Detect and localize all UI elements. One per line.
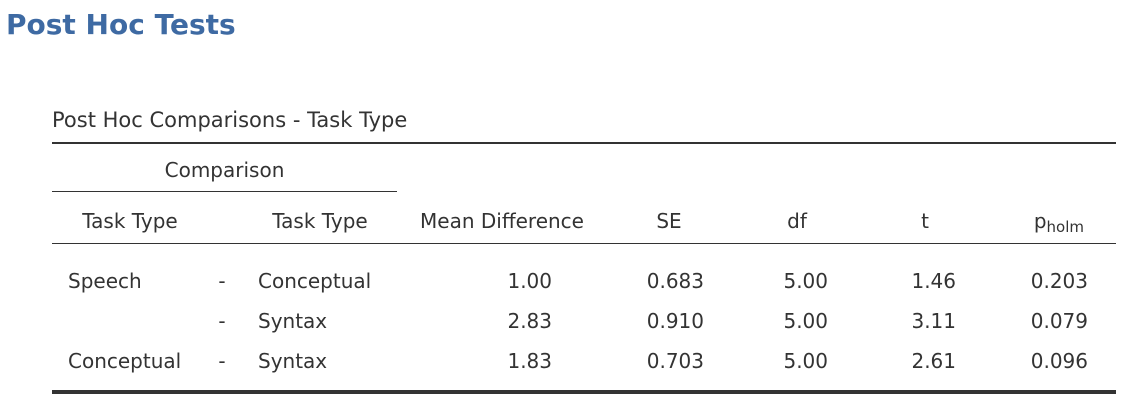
column-header: Task Type xyxy=(82,209,178,233)
cell: Syntax xyxy=(258,349,328,373)
rule xyxy=(52,191,397,192)
cell: 5.00 xyxy=(783,349,828,373)
header-sub: holm xyxy=(1046,218,1084,236)
rule xyxy=(52,243,1116,244)
cell: 2.83 xyxy=(507,309,552,333)
cell: 5.00 xyxy=(783,269,828,293)
cell: 1.46 xyxy=(911,269,956,293)
cell: 0.910 xyxy=(646,309,704,333)
column-header: t xyxy=(921,209,929,233)
page-title: Post Hoc Tests xyxy=(6,8,236,41)
cell: 1.00 xyxy=(507,269,552,293)
rule xyxy=(52,142,1116,144)
cell: - xyxy=(218,349,226,373)
cell: 0.703 xyxy=(646,349,704,373)
column-header: Mean Difference xyxy=(420,209,584,233)
column-header: pholm xyxy=(1000,209,1084,239)
cell: - xyxy=(218,269,226,293)
cell: 5.00 xyxy=(783,309,828,333)
cell: Syntax xyxy=(258,309,328,333)
cell: 0.203 xyxy=(1030,269,1088,293)
cell: Speech xyxy=(68,269,142,293)
rule xyxy=(52,390,1116,394)
cell: 0.683 xyxy=(646,269,704,293)
column-header: df xyxy=(787,209,807,233)
group-header: Comparison xyxy=(164,158,285,182)
cell: 3.11 xyxy=(911,309,956,333)
column-header: SE xyxy=(656,209,682,233)
cell: 0.096 xyxy=(1030,349,1088,373)
cell: Conceptual xyxy=(258,269,372,293)
table-title: Post Hoc Comparisons - Task Type xyxy=(52,108,408,132)
cell: - xyxy=(218,309,226,333)
column-header: Task Type xyxy=(272,209,368,233)
cell: 1.83 xyxy=(507,349,552,373)
cell: 0.079 xyxy=(1030,309,1088,333)
header-main: p xyxy=(1033,209,1047,233)
cell: Conceptual xyxy=(68,349,182,373)
cell: 2.61 xyxy=(911,349,956,373)
